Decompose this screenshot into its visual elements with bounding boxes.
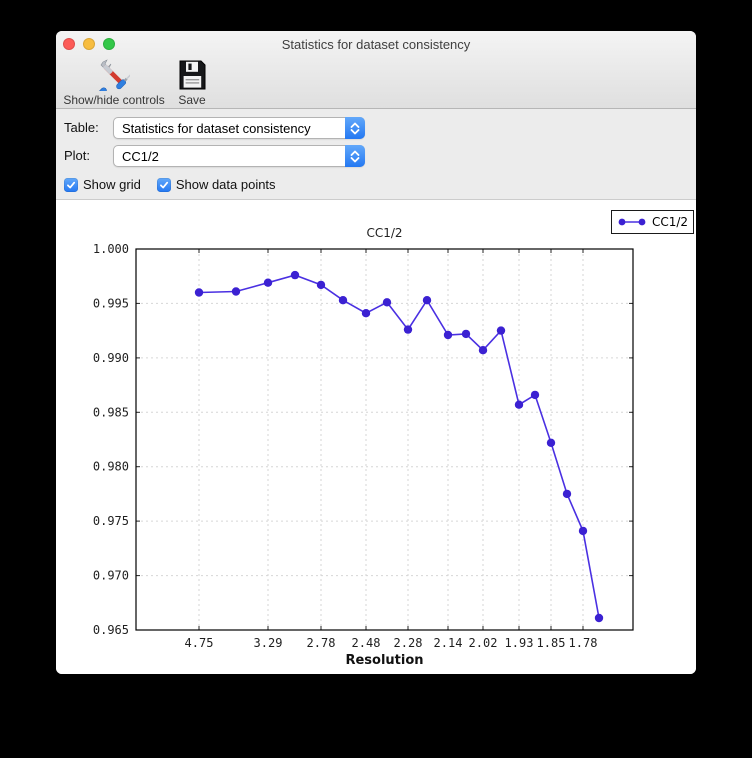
window-title: Statistics for dataset consistency [281, 37, 471, 52]
checkmark-icon [159, 181, 168, 188]
titlebar: Statistics for dataset consistency [56, 31, 696, 57]
svg-text:1.93: 1.93 [505, 636, 534, 650]
svg-text:0.965: 0.965 [93, 623, 129, 637]
svg-text:3.29: 3.29 [254, 636, 283, 650]
plot-label: Plot: [64, 148, 91, 163]
svg-text:0.975: 0.975 [93, 514, 129, 528]
svg-text:1.000: 1.000 [93, 242, 129, 256]
svg-text:4.75: 4.75 [185, 636, 214, 650]
minimize-button[interactable] [83, 38, 95, 50]
chart-legend: CC1/2 [611, 210, 694, 234]
toolbar: Show/hide controls Save [56, 57, 696, 108]
plot-select-value: CC1/2 [122, 148, 159, 164]
table-select[interactable]: Statistics for dataset consistency [113, 117, 365, 139]
show-data-points-label: Show data points [175, 177, 276, 192]
tools-icon [98, 59, 130, 91]
chart: 4.75 3.29 2.78 2.48 2.28 2.14 2.02 1.93 1.85 1.78… [93, 226, 634, 668]
legend-label: CC1/2 [651, 215, 689, 229]
show-hide-controls-button[interactable]: Show/hide controls [63, 59, 165, 107]
svg-text:2.28: 2.28 [394, 636, 423, 650]
svg-text:CC1/2: CC1/2 [366, 226, 402, 240]
svg-text:2.02: 2.02 [469, 636, 498, 650]
save-button[interactable]: Save [171, 59, 213, 107]
svg-text:Resolution: Resolution [345, 653, 423, 668]
controls-panel: Table: Statistics for dataset consistenc… [56, 109, 696, 200]
toolbar-button-label: Show/hide controls [63, 93, 165, 107]
save-icon [177, 59, 207, 91]
svg-text:0.990: 0.990 [93, 351, 129, 365]
svg-text:1.78: 1.78 [569, 636, 598, 650]
window-header: Statistics for dataset consistency [56, 31, 696, 109]
dropdown-stepper-icon [345, 117, 365, 139]
svg-text:0.985: 0.985 [93, 405, 129, 419]
plot-select[interactable]: CC1/2 [113, 145, 365, 167]
svg-text:2.14: 2.14 [434, 636, 463, 650]
table-select-value: Statistics for dataset consistency [122, 120, 311, 136]
svg-text:0.995: 0.995 [93, 296, 129, 310]
svg-text:2.78: 2.78 [307, 636, 336, 650]
show-grid-checkbox[interactable] [64, 177, 78, 192]
dropdown-stepper-icon [345, 145, 365, 167]
table-label: Table: [64, 120, 99, 135]
svg-text:0.970: 0.970 [93, 569, 129, 583]
zoom-button[interactable] [103, 38, 115, 50]
legend-line-icon [618, 218, 646, 226]
toolbar-button-label: Save [178, 93, 206, 107]
app-window: Statistics for dataset consistency [56, 31, 696, 674]
svg-text:1.85: 1.85 [537, 636, 566, 650]
plot-area: CC1/2 4.75 3.29 2.78 2.48 2.28 2.14 2.02 1.93 1.… [56, 200, 696, 674]
show-grid-label: Show grid [83, 177, 141, 192]
traffic-lights [63, 38, 115, 50]
show-data-points-checkbox[interactable] [156, 177, 171, 192]
svg-text:0.980: 0.980 [93, 460, 129, 474]
close-button[interactable] [63, 38, 75, 50]
checkmark-icon [67, 181, 76, 188]
svg-text:2.48: 2.48 [352, 636, 381, 650]
